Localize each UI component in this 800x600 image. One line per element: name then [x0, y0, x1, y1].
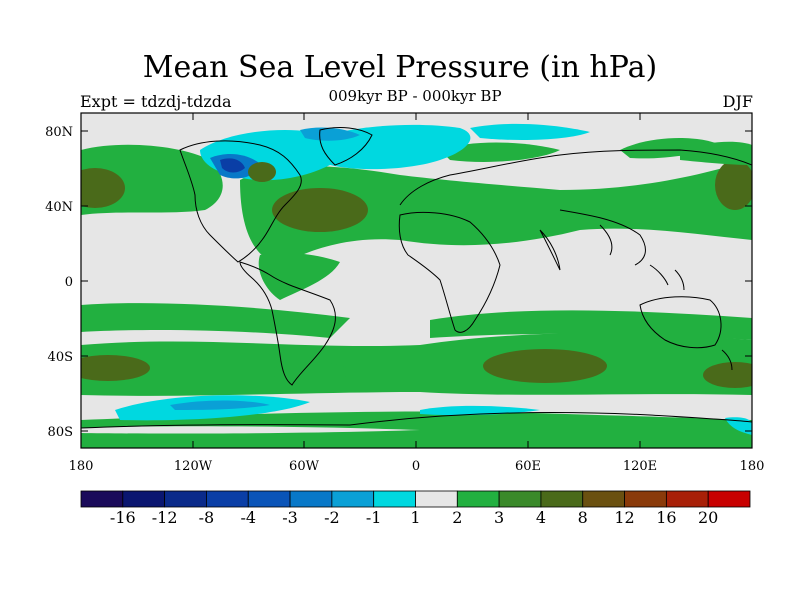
longitude-axis: 180 120W 60W 0 60E 120E 180	[69, 113, 765, 474]
north-america-coast	[179, 140, 302, 263]
ross-blue	[170, 400, 270, 410]
colorbar-swatch	[498, 490, 542, 508]
colorbar-swatch	[665, 490, 709, 508]
map-title: Mean Sea Level Pressure (in hPa)	[142, 50, 658, 85]
lat-label: 80N	[45, 125, 73, 140]
southern-green-belt	[81, 333, 752, 396]
olive-n-pacific-west	[81, 168, 125, 208]
colorbar-swatch	[289, 490, 333, 508]
india-coast	[539, 229, 561, 271]
colorbar-swatch	[122, 490, 166, 508]
experiment-label: Expt = tdzdj-tdzda	[80, 92, 232, 111]
colorbar: -16 -12 -8 -4 -3 -2 -1 1 2 3 4 8 12 16 20	[80, 490, 751, 527]
south-pacific-green	[81, 303, 350, 338]
colorbar-label: 8	[578, 508, 588, 527]
greenland-coast	[319, 127, 373, 166]
canada-navy	[220, 158, 245, 173]
ne-asia-green	[620, 138, 720, 159]
colorbar-swatch	[80, 490, 124, 508]
lon-label: 60E	[515, 459, 541, 474]
lon-label: 120W	[174, 459, 213, 474]
colorbar-swatch	[415, 490, 458, 508]
colorbar-label: -4	[240, 508, 256, 527]
islands-coast	[649, 264, 733, 371]
lon-label: 120E	[623, 459, 657, 474]
lat-label: 80S	[48, 425, 73, 440]
latitude-axis: 80N 40N 0 40S 80S	[45, 125, 752, 440]
colorbar-label: -3	[282, 508, 298, 527]
lat-label: 0	[65, 275, 73, 290]
colorbar-swatch	[331, 490, 375, 508]
colorbar-label: 12	[614, 508, 634, 527]
olive-n-pacific-east	[715, 160, 752, 210]
olive-s-indian	[483, 349, 607, 383]
colorbar-label: 3	[494, 508, 504, 527]
colorbar-label: 1	[410, 508, 420, 527]
lat-label: 40N	[45, 200, 73, 215]
polar-gray	[81, 113, 752, 129]
colorbar-swatch	[624, 490, 667, 508]
colorbar-swatch	[540, 490, 584, 508]
lon-label: 0	[412, 459, 420, 474]
season-label: DJF	[722, 92, 753, 111]
africa-coast	[398, 211, 501, 333]
lon-label: 180	[740, 459, 765, 474]
colorbar-label: 20	[698, 508, 718, 527]
australia-coast	[639, 296, 722, 349]
colorbar-swatch	[247, 490, 291, 508]
n-atlantic-eurasia-green	[240, 160, 752, 265]
colorbar-label: 16	[656, 508, 676, 527]
pressure-field	[81, 113, 752, 448]
n-eurasia-green	[440, 142, 560, 162]
antarctic-green	[81, 411, 752, 448]
eurasia-coast	[399, 149, 752, 266]
colorbar-label: -16	[110, 508, 136, 527]
colorbar-swatch	[456, 490, 500, 508]
colorbar-swatch	[373, 490, 416, 508]
colorbar-label: -12	[152, 508, 178, 527]
indian-ocean-green	[430, 310, 752, 340]
lon-label: 180	[69, 459, 94, 474]
caribbean-green	[258, 252, 340, 300]
colorbar-swatch	[707, 490, 751, 508]
colorbar-label: -8	[199, 508, 215, 527]
lat-label: 40S	[48, 350, 73, 365]
colorbar-swatch	[164, 490, 207, 508]
colorbar-label: 2	[452, 508, 462, 527]
colorbar-label: -1	[366, 508, 382, 527]
siberian-arctic-cyan	[470, 123, 590, 140]
greenland-blue	[300, 127, 360, 141]
south-atlantic-green	[270, 362, 350, 382]
coastlines	[81, 127, 752, 429]
antarctica-coast	[81, 411, 752, 429]
period-label: 009kyr BP - 000kyr BP	[328, 87, 502, 105]
antarctic-gray	[81, 426, 420, 434]
olive-s-pacific	[81, 355, 150, 381]
colorbar-swatch	[582, 490, 625, 508]
olive-s-tasman	[703, 362, 752, 388]
olive-n-atlantic	[272, 188, 368, 232]
colorbar-label: 4	[536, 508, 546, 527]
lon-label: 60W	[289, 459, 320, 474]
colorbar-label: -2	[324, 508, 340, 527]
colorbar-swatch	[206, 490, 249, 508]
south-america-coast	[239, 261, 336, 386]
olive-hudson	[248, 162, 276, 182]
